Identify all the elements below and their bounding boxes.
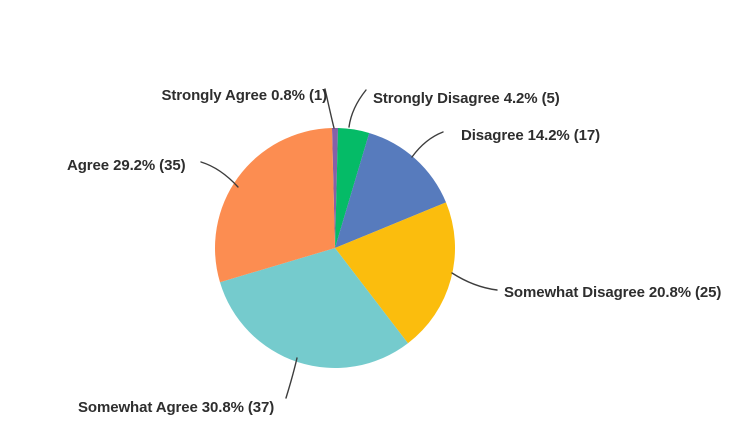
pie-slice-disagree <box>335 132 447 248</box>
slice-label-strongly-agree: Strongly Agree 0.8% (1) <box>161 87 327 104</box>
slice-label-strongly-disagree: Strongly Disagree 4.2% (5) <box>373 90 560 107</box>
leader-line-somewhat-agree <box>285 357 298 399</box>
leader-lines <box>200 88 498 399</box>
slice-label-disagree: Disagree 14.2% (17) <box>461 127 601 144</box>
pie-slice-somewhat-disagree <box>335 202 455 344</box>
leader-line-disagree <box>411 131 444 158</box>
pie-slice-strongly-disagree <box>335 128 370 248</box>
pie-slices <box>215 128 455 368</box>
pie-slice-agree <box>215 128 335 283</box>
leader-line-strongly-disagree <box>348 89 367 128</box>
slice-label-agree: Agree 29.2% (35) <box>67 157 186 174</box>
slice-label-somewhat-disagree: Somewhat Disagree 20.8% (25) <box>504 284 722 301</box>
leader-line-agree <box>200 161 239 188</box>
leader-line-somewhat-disagree <box>451 272 498 291</box>
leader-line-strongly-agree <box>324 88 335 129</box>
pie-slice-strongly-agree <box>331 128 339 248</box>
pie-slice-somewhat-agree <box>219 248 408 368</box>
slice-label-somewhat-agree: Somewhat Agree 30.8% (37) <box>78 399 275 416</box>
